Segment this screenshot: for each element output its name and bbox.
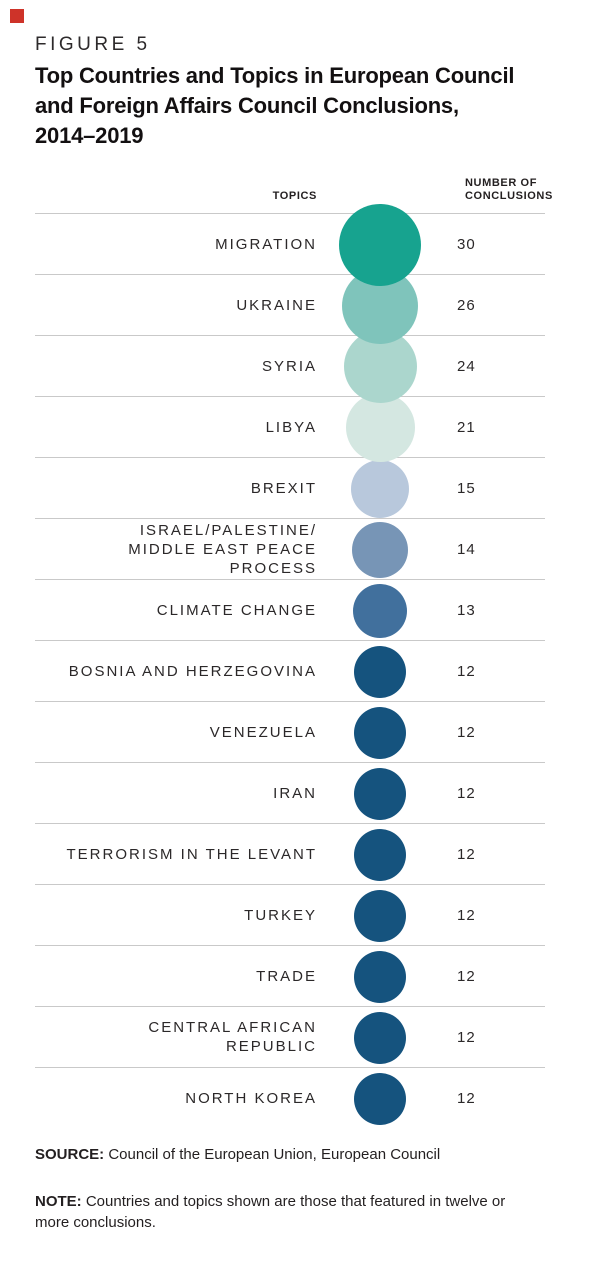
value-bubble: [351, 459, 409, 518]
value-bubble: [354, 1011, 406, 1064]
topic-label: ISRAEL/PALESTINE/ MIDDLE EAST PEACE PROC…: [128, 521, 317, 577]
conclusions-count: 14: [457, 540, 476, 558]
value-bubble: [354, 828, 406, 881]
value-bubble: [352, 521, 408, 578]
topic-label: CLIMATE CHANGE: [156, 601, 317, 619]
table-row: VENEZUELA 12: [35, 701, 545, 762]
topic-label: VENEZUELA: [209, 723, 317, 741]
value-bubble: [354, 889, 406, 942]
value-bubble: [353, 583, 407, 638]
topic-label: IRAN: [273, 784, 317, 802]
value-bubble: [354, 767, 406, 820]
figure-number: FIGURE 5: [35, 34, 151, 55]
conclusions-count: 12: [457, 1089, 476, 1107]
note-label: NOTE:: [35, 1193, 82, 1210]
conclusions-count: 12: [457, 723, 476, 741]
table-row: IRAN 12: [35, 762, 545, 823]
table-row: NORTH KOREA 12: [35, 1067, 545, 1128]
source-text: Council of the European Union, European …: [108, 1146, 441, 1163]
table-row: UKRAINE 26: [35, 267, 545, 344]
topic-label: TERRORISM IN THE LEVANT: [66, 845, 317, 863]
brand-red-square: [10, 9, 24, 23]
chart-rows: MIGRATION 30 UKRAINE 26 SYRIA 24 LIBYA 2…: [35, 203, 545, 1128]
column-header-topics: TOPICS: [272, 190, 317, 202]
topic-label: NORTH KOREA: [185, 1089, 317, 1107]
conclusions-count: 12: [457, 845, 476, 863]
column-header-number-of-conclusions: NUMBER OF CONCLUSIONS: [465, 177, 553, 202]
topic-label: MIGRATION: [215, 235, 317, 253]
topic-label: BREXIT: [250, 479, 317, 497]
topic-label: BOSNIA AND HERZEGOVINA: [68, 662, 317, 680]
table-row: ISRAEL/PALESTINE/ MIDDLE EAST PEACE PROC…: [35, 518, 545, 579]
table-row: CENTRAL AFRICAN REPUBLIC 12: [35, 1006, 545, 1067]
conclusions-count: 30: [457, 235, 476, 253]
value-bubble: [345, 393, 415, 462]
table-row: BOSNIA AND HERZEGOVINA 12: [35, 640, 545, 701]
note-text: Countries and topics shown are those tha…: [35, 1193, 506, 1231]
note-line: NOTE: Countries and topics shown are tho…: [35, 1191, 543, 1233]
topic-label: CENTRAL AFRICAN REPUBLIC: [148, 1019, 317, 1055]
value-bubble: [354, 645, 406, 698]
table-row: MIGRATION 30: [35, 203, 545, 286]
source-line: SOURCE: Council of the European Union, E…: [35, 1144, 543, 1165]
conclusions-count: 24: [457, 357, 476, 375]
table-row: SYRIA 24: [35, 330, 545, 403]
table-row: CLIMATE CHANGE 13: [35, 579, 545, 640]
conclusions-count: 26: [457, 296, 476, 314]
topic-label: TRADE: [256, 967, 317, 985]
conclusions-count: 12: [457, 967, 476, 985]
table-row: TURKEY 12: [35, 884, 545, 945]
table-row: BREXIT 15: [35, 457, 545, 518]
topic-label: UKRAINE: [236, 296, 317, 314]
table-row: TERRORISM IN THE LEVANT 12: [35, 823, 545, 884]
value-bubble: [339, 203, 421, 286]
conclusions-count: 12: [457, 906, 476, 924]
conclusions-count: 21: [457, 418, 476, 436]
topic-label: LIBYA: [265, 418, 317, 436]
source-label: SOURCE:: [35, 1146, 105, 1163]
conclusions-count: 12: [457, 784, 476, 802]
conclusions-count: 15: [457, 479, 476, 497]
topic-label: SYRIA: [261, 357, 317, 375]
value-bubble: [354, 950, 406, 1003]
conclusions-count: 12: [457, 662, 476, 680]
table-row: TRADE 12: [35, 945, 545, 1006]
figure-title: Top Countries and Topics in European Cou…: [35, 63, 515, 148]
value-bubble: [354, 1072, 406, 1125]
table-row: LIBYA 21: [35, 393, 545, 462]
topic-label: TURKEY: [244, 906, 317, 924]
value-bubble: [354, 706, 406, 759]
conclusions-count: 12: [457, 1028, 476, 1046]
conclusions-count: 13: [457, 601, 476, 619]
